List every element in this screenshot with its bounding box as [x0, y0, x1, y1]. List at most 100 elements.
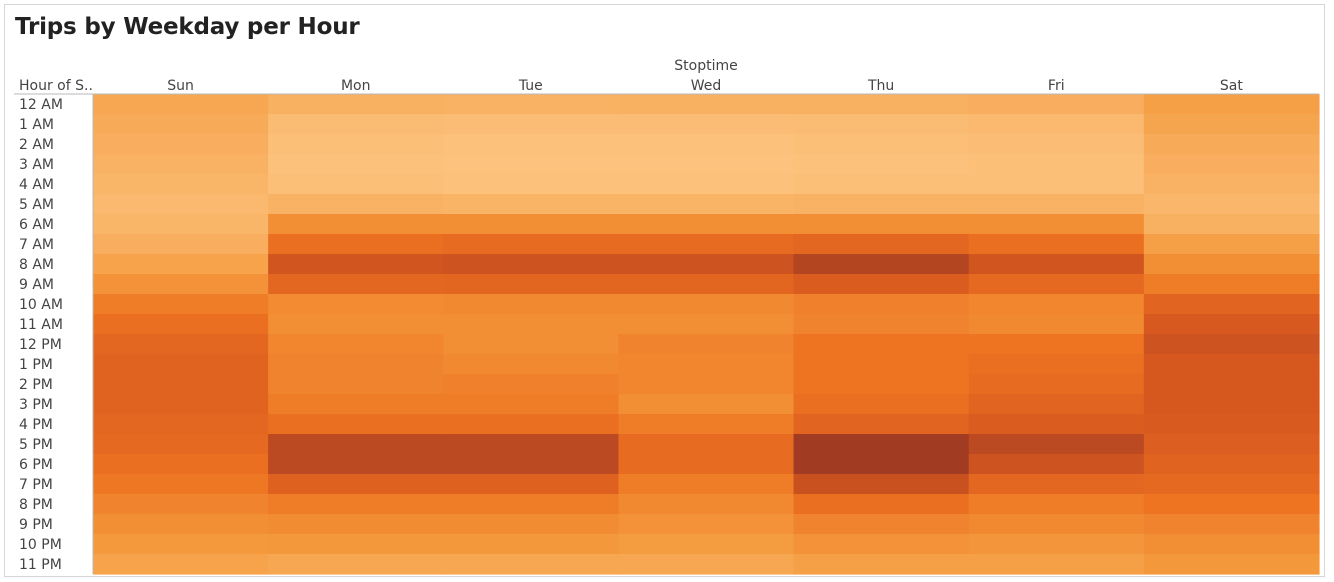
heatmap-cell	[793, 214, 970, 235]
heatmap-cell	[968, 214, 1145, 235]
heatmap-cell	[443, 114, 620, 135]
heatmap-cell	[443, 254, 620, 275]
heatmap-cell	[1143, 454, 1320, 475]
heatmap-cell	[93, 434, 269, 455]
heatmap-cell	[618, 234, 795, 255]
row-label: 11 PM	[19, 557, 62, 573]
axis-lines	[14, 93, 1319, 574]
heatmap-cell	[1143, 274, 1320, 295]
row-label: 3 PM	[19, 397, 53, 413]
heatmap-cell	[1143, 234, 1320, 255]
row-label: 8 PM	[19, 497, 53, 513]
heatmap-cell	[968, 414, 1145, 435]
heatmap-cell	[618, 354, 795, 375]
heatmap-cell	[443, 514, 620, 535]
row-label: 5 PM	[19, 437, 53, 453]
heatmap-cell	[268, 454, 444, 475]
heatmap-cell	[968, 174, 1145, 195]
column-label: Tue	[518, 78, 543, 94]
heatmap-cell	[443, 534, 620, 555]
heatmap-cell	[93, 374, 269, 395]
heatmap-cell	[93, 314, 269, 335]
heatmap-cell	[618, 274, 795, 295]
heatmap-cell	[618, 514, 795, 535]
heatmap-cell	[618, 134, 795, 155]
heatmap-cell	[968, 254, 1145, 275]
heatmap-cell	[793, 554, 970, 575]
row-labels: 12 AM 1 AM 2 AM 3 AM 4 AM 5 AM 6 AM 7 AM 8 AM 9 A…	[19, 97, 63, 573]
heatmap-cell	[268, 414, 444, 435]
heatmap-cell	[793, 334, 970, 355]
heatmap-cell	[618, 294, 795, 315]
column-header-label: Stoptime	[674, 58, 737, 74]
heatmap-cell	[1143, 534, 1320, 555]
heatmap-cell	[618, 414, 795, 435]
heatmap-cell	[618, 314, 795, 335]
heatmap-cell	[793, 374, 970, 395]
heatmap-cell	[618, 154, 795, 175]
heatmap-cell	[443, 194, 620, 215]
heatmap-cell	[93, 354, 269, 375]
heatmap-cell	[793, 514, 970, 535]
heatmap-cell	[968, 154, 1145, 175]
heatmap-cell	[793, 94, 970, 115]
heatmap-cell	[268, 374, 444, 395]
heatmap-cell	[268, 274, 444, 295]
row-label: 9 PM	[19, 517, 53, 533]
column-label: Fri	[1048, 78, 1065, 94]
heatmap-cell	[268, 434, 444, 455]
heatmap-cell	[618, 174, 795, 195]
heatmap-cell	[268, 554, 444, 575]
heatmap-cell	[93, 174, 269, 195]
heatmap-cell	[443, 554, 620, 575]
heatmap-cell	[968, 354, 1145, 375]
heatmap-cell	[1143, 134, 1320, 155]
heatmap-cell	[618, 194, 795, 215]
heatmap-cell	[93, 514, 269, 535]
heatmap-cell	[268, 114, 444, 135]
row-label: 7 AM	[19, 237, 54, 253]
column-label: Mon	[341, 78, 371, 94]
heatmap-cell	[443, 214, 620, 235]
row-label: 10 PM	[19, 537, 62, 553]
heatmap-cell	[268, 394, 444, 415]
heatmap-cell	[968, 194, 1145, 215]
heatmap-cell	[618, 214, 795, 235]
heatmap-cell	[93, 274, 269, 295]
heatmap-cell	[268, 294, 444, 315]
heatmap-cell	[268, 94, 444, 115]
heatmap-cell	[968, 494, 1145, 515]
row-label: 9 AM	[19, 277, 54, 293]
heatmap-cell	[93, 474, 269, 495]
heatmap-cell	[1143, 474, 1320, 495]
heatmap-cell	[443, 434, 620, 455]
heatmap-cell	[1143, 374, 1320, 395]
heatmap-cell	[93, 414, 269, 435]
heatmap-cell	[1143, 554, 1320, 575]
heatmap-cell	[93, 214, 269, 235]
heatmap-cell	[968, 114, 1145, 135]
heatmap-cell	[968, 474, 1145, 495]
heatmap-cell	[968, 234, 1145, 255]
heatmap-cell	[443, 174, 620, 195]
heatmap-cell	[443, 94, 620, 115]
heatmap-cell	[793, 394, 970, 415]
row-label: 12 AM	[19, 97, 63, 113]
heatmap-cell	[968, 134, 1145, 155]
heatmap-cell	[268, 134, 444, 155]
heatmap-cell	[968, 94, 1145, 115]
heatmap-cell	[93, 194, 269, 215]
heatmap-cell	[968, 534, 1145, 555]
heatmap-cell	[618, 114, 795, 135]
heatmap-cell	[443, 314, 620, 335]
heatmap-cell	[268, 234, 444, 255]
heatmap-cell	[968, 434, 1145, 455]
column-label: Wed	[691, 78, 722, 94]
heatmap-cell	[1143, 314, 1320, 335]
heatmap-cell	[93, 454, 269, 475]
heatmap-cell	[793, 454, 970, 475]
heatmap-cell	[793, 134, 970, 155]
heatmap-cell	[793, 154, 970, 175]
heatmap-cell	[793, 114, 970, 135]
heatmap-cell	[1143, 214, 1320, 235]
